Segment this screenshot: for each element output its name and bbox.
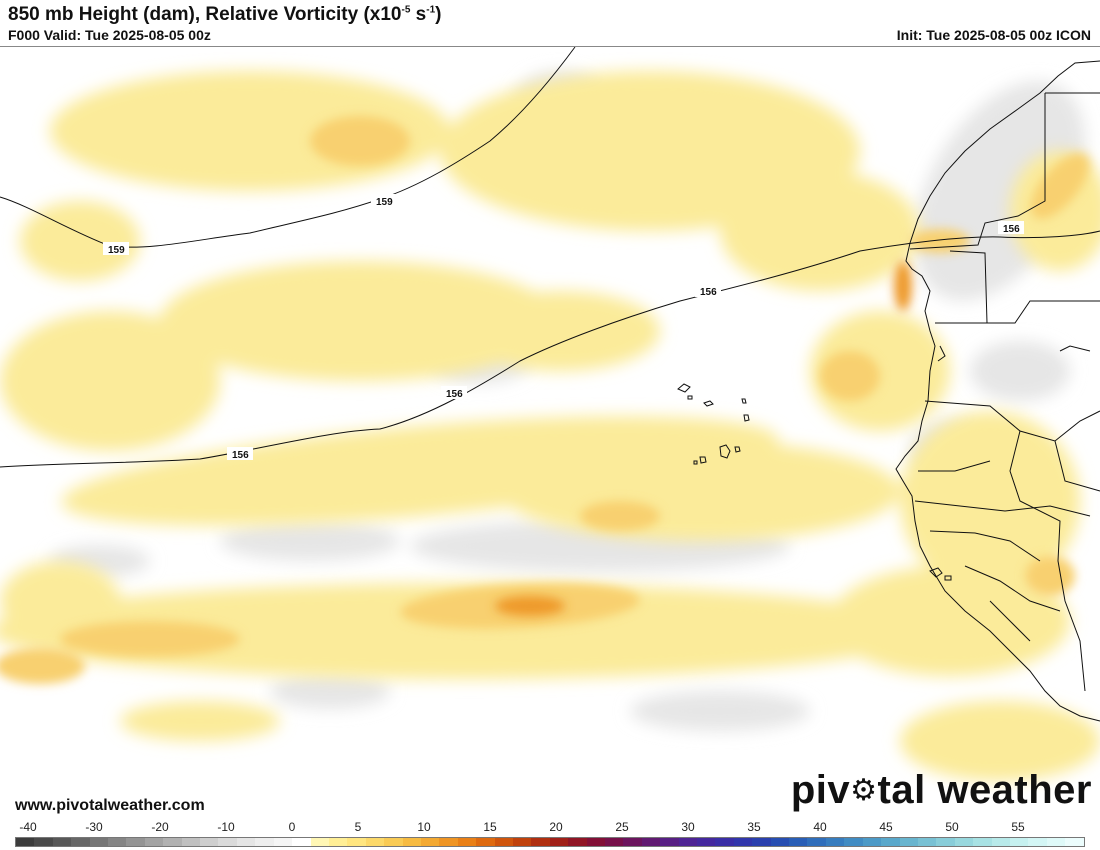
colorbar-swatch: [991, 838, 1010, 846]
colorbar-swatch: [844, 838, 863, 846]
colorbar-tick-label: -30: [85, 820, 103, 834]
colorbar-swatch: [365, 838, 385, 846]
colorbar-swatch: [917, 838, 937, 846]
colorbar-swatch: [752, 838, 771, 846]
colorbar-tick-label: 5: [354, 820, 362, 834]
colorbar-tick-label: 50: [945, 820, 959, 834]
colorbar-swatch: [899, 838, 918, 846]
height-contours: [0, 47, 1100, 468]
colorbar-swatch: [807, 838, 826, 846]
colorbar-swatch: [420, 838, 440, 846]
colorbar-swatch: [1028, 838, 1047, 846]
contour-label: 156: [446, 389, 463, 400]
colorbar-swatch: [605, 838, 624, 846]
colorbar-swatch: [862, 838, 882, 846]
colorbar-swatch: [715, 838, 734, 846]
island-outlines: [677, 383, 952, 581]
colorbar-swatch: [973, 838, 992, 846]
gear-icon: ⚙: [850, 774, 878, 807]
positive-vorticity-shading: [0, 71, 1100, 781]
colorbar-swatch: [512, 838, 532, 846]
colorbar-swatch: [347, 838, 366, 846]
colorbar-swatch: [52, 838, 72, 846]
colorbar-swatch: [568, 838, 587, 846]
contour-label: 156: [700, 287, 717, 298]
colorbar-tick-label: 35: [747, 820, 761, 834]
colorbar: [15, 837, 1085, 847]
coastline: [895, 60, 1100, 722]
colorbar-swatch: [531, 838, 550, 846]
init-time-label: Init: Tue 2025-08-05 00z ICON: [896, 27, 1091, 43]
colorbar-swatch: [641, 838, 661, 846]
colorbar-tick-label: -20: [151, 820, 169, 834]
colorbar-tick-label: 10: [417, 820, 431, 834]
contour-labels: 159 159 156 156 156 156: [103, 194, 1024, 461]
colorbar-swatch: [328, 838, 348, 846]
colorbar-tick-label: 25: [615, 820, 629, 834]
colorbar-swatch: [733, 838, 753, 846]
colorbar-tick-label: -40: [19, 820, 37, 834]
colorbar-tick-label: 20: [549, 820, 563, 834]
colorbar-swatch: [457, 838, 477, 846]
colorbar-swatch: [200, 838, 219, 846]
colorbar-swatch: [236, 838, 256, 846]
colorbar-swatch: [402, 838, 421, 846]
colorbar-tick-label: 30: [681, 820, 695, 834]
colorbar-swatch: [623, 838, 642, 846]
colorbar-tick-label: 0: [288, 820, 296, 834]
colorbar-swatch: [697, 838, 716, 846]
colorbar-swatch: [310, 838, 329, 846]
colorbar-swatch: [16, 838, 35, 846]
colorbar-swatch: [144, 838, 164, 846]
colorbar-swatch: [126, 838, 145, 846]
colorbar-swatch: [384, 838, 403, 846]
peak-vorticity-shading: [495, 261, 912, 616]
contour-label: 156: [1003, 224, 1020, 235]
colorbar-swatch: [181, 838, 201, 846]
colorbar-swatch: [439, 838, 458, 846]
colorbar-swatch: [255, 838, 274, 846]
map-title: 850 mb Height (dam), Relative Vorticity …: [8, 4, 442, 25]
colorbar-swatch: [954, 838, 974, 846]
colorbar-swatch: [218, 838, 237, 846]
website-label: www.pivotalweather.com: [15, 797, 205, 814]
colorbar-swatch: [549, 838, 569, 846]
weather-map: 159 159 156 156 156 156: [0, 46, 1100, 819]
colorbar-swatch: [163, 838, 182, 846]
colorbar-swatch: [71, 838, 90, 846]
colorbar-tick-label: 15: [483, 820, 497, 834]
colorbar-swatch: [292, 838, 311, 846]
valid-time-label: F000 Valid: Tue 2025-08-05 00z: [8, 27, 211, 43]
colorbar-swatch: [770, 838, 790, 846]
colorbar-swatch: [660, 838, 679, 846]
contour-label: 159: [108, 245, 125, 256]
colorbar-swatch: [494, 838, 513, 846]
colorbar-swatch: [789, 838, 808, 846]
brand-logo: piv⚙tal weather: [790, 768, 1092, 812]
colorbar-swatch: [273, 838, 293, 846]
colorbar-tick-label: -10: [217, 820, 235, 834]
colorbar-swatch: [881, 838, 900, 846]
colorbar-tick-label: 55: [1011, 820, 1025, 834]
colorbar-swatch: [1065, 838, 1084, 846]
colorbar-swatch: [476, 838, 495, 846]
colorbar-swatch: [108, 838, 127, 846]
colorbar-ticks: -40 -30 -20 -10 0 5 10 15 20 25 30 35 40 45 50 55: [0, 820, 1100, 836]
contour-label: 156: [232, 450, 249, 461]
contour-label: 159: [376, 197, 393, 208]
colorbar-swatch: [936, 838, 955, 846]
colorbar-swatch: [89, 838, 109, 846]
colorbar-swatch: [825, 838, 845, 846]
map-header: 850 mb Height (dam), Relative Vorticity …: [0, 0, 1100, 46]
vorticity-field: 159 159 156 156 156 156: [0, 47, 1100, 819]
colorbar-tick-label: 45: [879, 820, 893, 834]
colorbar-swatch: [678, 838, 698, 846]
colorbar-swatch: [1046, 838, 1066, 846]
colorbar-swatch: [586, 838, 605, 846]
colorbar-tick-label: 40: [813, 820, 827, 834]
colorbar-swatch: [34, 838, 53, 846]
colorbar-swatch: [1009, 838, 1029, 846]
